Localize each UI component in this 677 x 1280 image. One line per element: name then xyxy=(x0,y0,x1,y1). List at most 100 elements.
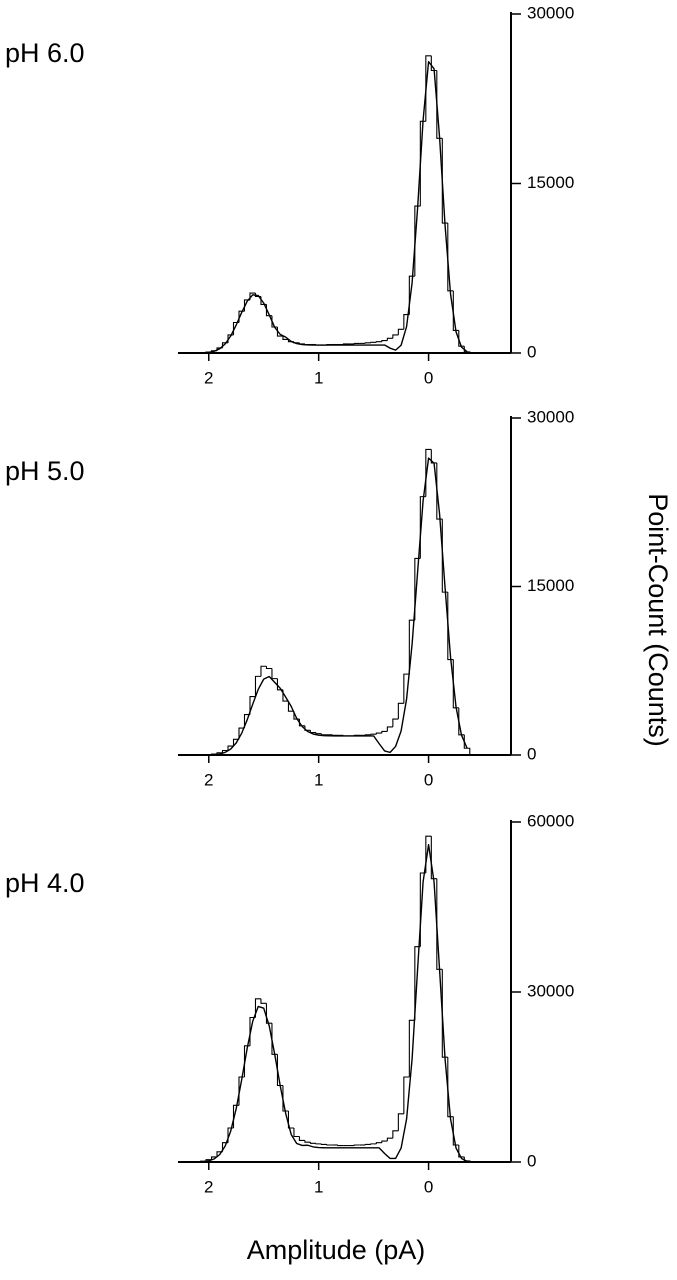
x-tick-label: 1 xyxy=(314,770,323,789)
histogram-bin xyxy=(265,1003,272,1024)
histogram-bin xyxy=(452,290,459,331)
histogram-bin xyxy=(375,732,382,735)
histogram-bin xyxy=(452,659,459,709)
y-tick-label: 30000 xyxy=(527,981,574,1000)
histogram-bin xyxy=(227,745,234,751)
histogram-bin xyxy=(441,969,448,1058)
histogram-bin xyxy=(254,675,261,697)
histogram-bin xyxy=(381,1140,388,1143)
histogram-bin xyxy=(342,343,349,345)
histogram-bin xyxy=(430,836,437,880)
histogram-bin xyxy=(436,70,443,139)
histogram-bin xyxy=(309,730,316,734)
x-tick-label: 1 xyxy=(314,368,323,387)
y-tick-label: 15000 xyxy=(527,173,574,192)
histogram-bin xyxy=(238,727,245,740)
histogram-bin xyxy=(436,878,443,970)
histogram-bin xyxy=(271,668,278,680)
histogram-bin xyxy=(364,342,371,344)
histogram-bin xyxy=(276,1054,283,1087)
histogram-bin xyxy=(265,666,272,670)
histogram-bin xyxy=(392,1130,399,1139)
histogram-bin xyxy=(320,1143,327,1145)
histogram-bin xyxy=(397,1113,404,1131)
histogram-bin xyxy=(386,1137,393,1142)
histogram-bin xyxy=(375,1142,382,1144)
y-tick-label: 30000 xyxy=(527,407,574,426)
panel-title: pH 4.0 xyxy=(5,868,85,898)
x-tick-label: 0 xyxy=(424,368,433,387)
histogram-bin xyxy=(320,733,327,736)
histogram-bin xyxy=(408,619,415,675)
histogram-bin xyxy=(254,998,261,1018)
histogram-bin xyxy=(370,341,377,343)
y-tick-label: 15000 xyxy=(527,576,574,595)
histogram-bin xyxy=(381,730,388,734)
histogram-bin xyxy=(458,330,465,347)
histogram-bin xyxy=(392,718,399,727)
histogram-bin xyxy=(243,714,250,729)
histogram-bin xyxy=(282,336,289,340)
histogram-bin xyxy=(381,340,388,342)
histogram-bin xyxy=(419,120,426,207)
histogram-bin xyxy=(370,733,377,735)
histogram-bin xyxy=(326,1144,333,1146)
histogram-bin xyxy=(298,1136,305,1142)
histogram-bin xyxy=(458,1145,465,1158)
y-tick-label: 0 xyxy=(527,342,536,361)
histogram-bin xyxy=(386,726,393,732)
panel-title: pH 6.0 xyxy=(5,38,85,68)
histogram-bin xyxy=(392,334,399,339)
histogram-bin xyxy=(364,1143,371,1145)
histogram-bin xyxy=(430,55,437,72)
histogram-bin xyxy=(430,449,437,464)
histogram-bin xyxy=(304,1140,311,1143)
histogram-bin xyxy=(408,1019,415,1077)
y-tick-label: 60000 xyxy=(527,811,574,830)
histogram-bin xyxy=(249,696,256,715)
histogram-bin xyxy=(364,734,371,736)
histogram-bin xyxy=(260,998,267,1004)
histogram-bin xyxy=(221,749,229,753)
fit-curve xyxy=(192,60,468,354)
histogram-bin xyxy=(353,342,360,344)
histogram-bin xyxy=(309,1142,316,1144)
histogram-bin xyxy=(425,55,432,122)
histogram-bin xyxy=(397,702,404,720)
histogram-bin xyxy=(210,1156,218,1160)
histogram-bin xyxy=(287,701,294,712)
x-tick-label: 0 xyxy=(424,770,433,789)
histogram-bin xyxy=(375,341,382,343)
y-tick-label: 0 xyxy=(527,744,536,763)
fit-curve xyxy=(192,457,468,756)
x-tick-label: 2 xyxy=(204,368,213,387)
histogram-bin xyxy=(447,1057,454,1118)
histogram-bin xyxy=(293,1128,300,1138)
histogram-bin xyxy=(260,665,267,677)
histogram-bin xyxy=(386,337,393,341)
x-axis-title: Amplitude (pA) xyxy=(247,1235,426,1265)
x-tick-label: 1 xyxy=(314,1177,323,1196)
histogram-bin xyxy=(370,1143,377,1145)
histogram-bin xyxy=(315,1143,322,1145)
histogram-bin xyxy=(232,738,239,747)
y-tick-label: 0 xyxy=(527,1151,536,1170)
y-tick-label: 30000 xyxy=(527,3,574,22)
histogram-bin xyxy=(441,138,448,224)
fit-curve xyxy=(192,843,468,1163)
histogram-bin xyxy=(403,673,410,704)
histogram-bin xyxy=(287,1111,294,1129)
histogram-bin xyxy=(403,1076,410,1114)
histogram-bin xyxy=(447,223,454,292)
x-tick-label: 2 xyxy=(204,1177,213,1196)
histogram-bin xyxy=(337,1145,344,1147)
histogram-bin xyxy=(458,707,465,736)
x-tick-label: 2 xyxy=(204,770,213,789)
histogram-bin xyxy=(282,1085,289,1112)
histogram-bin xyxy=(353,1144,360,1146)
histogram-bin xyxy=(304,725,311,731)
histogram-bin xyxy=(397,328,404,335)
histogram-bin xyxy=(271,1023,278,1055)
